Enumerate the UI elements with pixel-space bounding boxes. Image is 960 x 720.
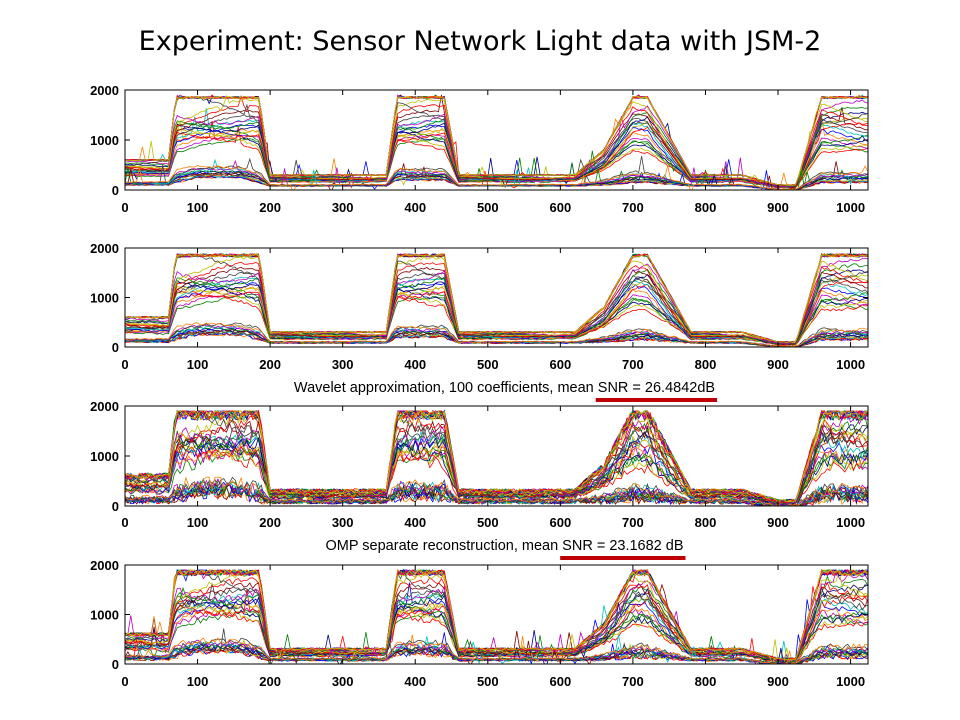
series-line (125, 409, 868, 503)
x-tick-label: 900 (767, 200, 789, 215)
panel-caption: Wavelet approximation, 100 coefficients,… (294, 380, 715, 396)
x-tick-label: 1000 (836, 200, 865, 215)
series-line (125, 253, 868, 344)
x-tick-label: 700 (622, 674, 644, 689)
x-tick-label: 400 (404, 674, 426, 689)
y-tick-label: 1000 (90, 291, 119, 306)
series-line (125, 253, 868, 343)
series-line (125, 410, 868, 504)
panel-caption: OMP separate reconstruction, mean SNR = … (326, 538, 684, 554)
x-tick-label: 800 (695, 515, 717, 530)
series-line (125, 99, 868, 188)
x-tick-label: 500 (477, 357, 499, 372)
series-line (125, 253, 868, 343)
x-tick-label: 600 (550, 674, 572, 689)
x-tick-label: 100 (187, 515, 209, 530)
x-tick-label: 900 (767, 674, 789, 689)
x-tick-label: 0 (121, 357, 128, 372)
series-line (125, 409, 868, 503)
x-tick-label: 1000 (836, 674, 865, 689)
y-tick-label: 0 (112, 340, 119, 355)
x-tick-label: 300 (332, 200, 354, 215)
x-tick-label: 600 (550, 357, 572, 372)
x-tick-label: 1000 (836, 357, 865, 372)
x-tick-label: 500 (477, 515, 499, 530)
series-line (125, 253, 868, 344)
x-tick-label: 100 (187, 200, 209, 215)
series-line (125, 480, 868, 506)
series-line (125, 584, 868, 663)
x-tick-label: 200 (259, 674, 281, 689)
series-line (125, 253, 868, 344)
panel-wavelet: 0 100 200 300 400 500 600 700 800 900 1000 0 1000 200… (90, 241, 869, 402)
x-tick-label: 100 (187, 674, 209, 689)
x-tick-label: 800 (695, 674, 717, 689)
series-line (125, 637, 868, 664)
y-tick-label: 1000 (90, 449, 119, 464)
panel-somp: 0 100 200 300 400 500 600 700 800 900 1000 0 1000 200… (90, 558, 869, 689)
series-line (125, 253, 868, 343)
series-lines (125, 568, 868, 664)
series-line (125, 476, 868, 506)
x-tick-label: 400 (404, 357, 426, 372)
y-tick-label: 0 (112, 499, 119, 514)
series-line (125, 107, 868, 188)
y-tick-label: 0 (112, 183, 119, 198)
series-line (125, 568, 868, 662)
y-tick-label: 2000 (90, 558, 119, 573)
x-tick-label: 300 (332, 515, 354, 530)
series-lines (125, 252, 868, 347)
x-tick-label: 200 (259, 200, 281, 215)
x-tick-label: 200 (259, 515, 281, 530)
x-tick-label: 400 (404, 200, 426, 215)
page-title: Experiment: Sensor Network Light data wi… (138, 26, 822, 57)
x-tick-label: 600 (550, 200, 572, 215)
x-tick-label: 0 (121, 674, 128, 689)
x-tick-label: 1000 (836, 515, 865, 530)
series-line (125, 164, 868, 190)
x-tick-label: 100 (187, 357, 209, 372)
y-tick-label: 1000 (90, 133, 119, 148)
x-tick-label: 200 (259, 357, 281, 372)
x-tick-label: 700 (622, 200, 644, 215)
x-tick-label: 800 (695, 200, 717, 215)
x-tick-label: 700 (622, 357, 644, 372)
series-line (125, 253, 868, 343)
series-line (125, 95, 868, 186)
series-line (125, 569, 868, 664)
series-lines (125, 94, 868, 190)
series-line (125, 286, 868, 346)
x-tick-label: 300 (332, 674, 354, 689)
x-tick-label: 0 (121, 515, 128, 530)
x-tick-label: 900 (767, 357, 789, 372)
x-tick-label: 400 (404, 515, 426, 530)
x-tick-label: 500 (477, 200, 499, 215)
series-line (125, 295, 868, 346)
x-tick-label: 500 (477, 674, 499, 689)
x-tick-label: 900 (767, 515, 789, 530)
panel-omp: 0 100 200 300 400 500 600 700 800 900 1000 0 1000 200… (90, 399, 869, 560)
series-lines (125, 409, 868, 506)
x-tick-label: 800 (695, 357, 717, 372)
series-line (125, 255, 868, 344)
series-line (125, 253, 868, 344)
y-tick-label: 2000 (90, 399, 119, 414)
panel-original: 0 100 200 300 400 500 600 700 800 900 1000 0 1000 200… (90, 83, 869, 215)
series-line (125, 322, 868, 347)
x-tick-label: 0 (121, 200, 128, 215)
x-tick-label: 700 (622, 515, 644, 530)
y-tick-label: 2000 (90, 241, 119, 256)
series-line (125, 253, 868, 344)
x-tick-label: 300 (332, 357, 354, 372)
y-tick-label: 2000 (90, 83, 119, 98)
series-line (125, 253, 868, 344)
y-tick-label: 1000 (90, 608, 119, 623)
series-line (125, 476, 868, 506)
x-tick-label: 600 (550, 515, 572, 530)
y-tick-label: 0 (112, 657, 119, 672)
